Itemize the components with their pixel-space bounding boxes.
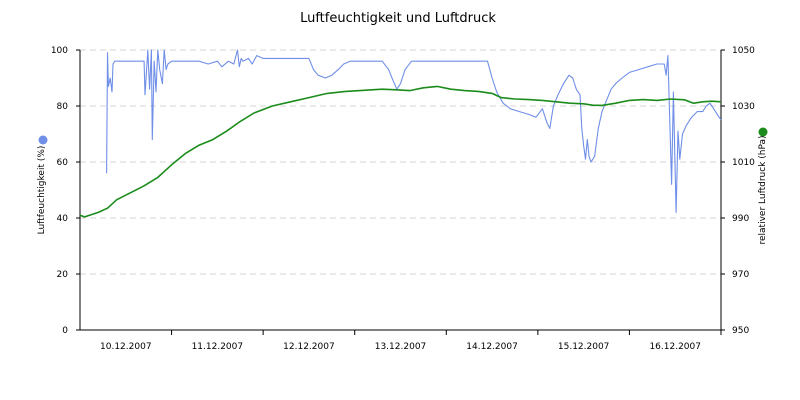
- left-y-tick-label: 20: [57, 270, 69, 280]
- right-y-tick-label: 950: [732, 326, 749, 336]
- x-tick-label: 11.12.2007: [192, 342, 244, 352]
- right-y-tick-label: 970: [732, 270, 749, 280]
- right-y-tick-label: 990: [732, 214, 749, 224]
- right-y-tick-label: 1030: [732, 102, 755, 112]
- right-series-marker: [758, 127, 768, 137]
- x-tick-label: 10.12.2007: [100, 342, 152, 352]
- left-y-axis-label: Luftfeuchtigkeit (%): [37, 146, 47, 235]
- x-tick-label: 16.12.2007: [649, 342, 701, 352]
- right-y-axis-label: relativer Luftdruck (hPa): [758, 135, 768, 244]
- left-y-axis-ticks: 0 20 40 60 80 100: [51, 46, 80, 336]
- x-tick-label: 12.12.2007: [283, 342, 335, 352]
- series-lines: [79, 49, 722, 218]
- x-tick-label: 14.12.2007: [466, 342, 518, 352]
- right-y-tick-label: 1050: [732, 46, 755, 56]
- right-y-axis-ticks: 950 970 990 1010 1030 1050: [721, 46, 755, 336]
- left-y-tick-label: 100: [51, 46, 68, 56]
- series-line-left: [106, 49, 722, 213]
- left-y-tick-label: 0: [62, 326, 68, 336]
- left-y-tick-label: 40: [57, 214, 69, 224]
- series-line-right: [79, 85, 722, 218]
- x-tick-label: 15.12.2007: [558, 342, 610, 352]
- grid-lines: [80, 49, 721, 275]
- x-axis-ticks: 10.12.2007 11.12.2007 12.12.2007 13.12.2007…: [100, 330, 722, 352]
- right-y-tick-label: 1010: [732, 158, 755, 168]
- left-y-tick-label: 60: [57, 158, 69, 168]
- x-tick-label: 13.12.2007: [375, 342, 427, 352]
- left-y-tick-label: 80: [57, 102, 69, 112]
- chart-title: Luftfeuchtigkeit und Luftdruck: [300, 11, 496, 26]
- left-series-marker: [38, 135, 48, 145]
